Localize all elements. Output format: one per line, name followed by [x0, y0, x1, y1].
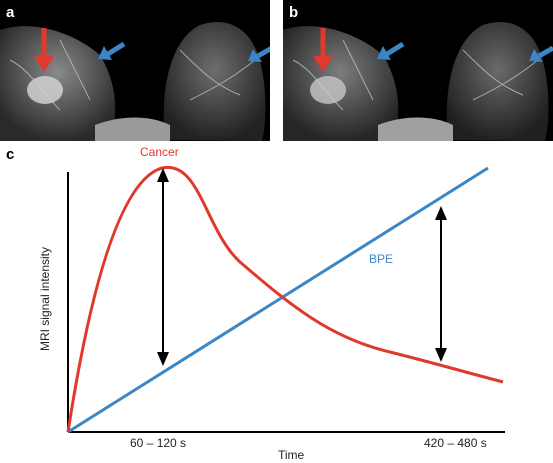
- double-arrow-early: [157, 168, 169, 366]
- panel-label-a: a: [6, 4, 15, 21]
- series-line-cancer: [66, 165, 504, 433]
- mri-image-b: [283, 22, 553, 141]
- x-tick-label-early: 60 – 120 s: [130, 436, 187, 450]
- panel-label-c: c: [6, 146, 15, 163]
- blue-arrow-icon: [98, 41, 126, 60]
- y-axis-label: MRI signal intensity: [38, 246, 52, 352]
- blue-arrow-icon: [248, 46, 270, 62]
- red-arrow-icon: [34, 28, 54, 72]
- mri-image-panel-a: a: [0, 0, 270, 141]
- blue-arrow-icon: [377, 41, 405, 60]
- series-label-bpe: BPE: [369, 252, 394, 266]
- x-tick-label-late: 420 – 480 s: [424, 436, 487, 450]
- mri-image-panel-b: b: [283, 0, 553, 141]
- series-label-cancer: Cancer: [140, 145, 179, 159]
- red-arrow-icon: [313, 28, 333, 72]
- blue-arrow-icon: [529, 45, 553, 62]
- panel-label-b: b: [289, 4, 299, 21]
- x-axis-label: Time: [278, 448, 305, 462]
- mri-image-a: [0, 22, 270, 141]
- double-arrow-late: [435, 206, 447, 362]
- series-line-bpe: [67, 166, 489, 434]
- signal-intensity-chart: [66, 165, 505, 434]
